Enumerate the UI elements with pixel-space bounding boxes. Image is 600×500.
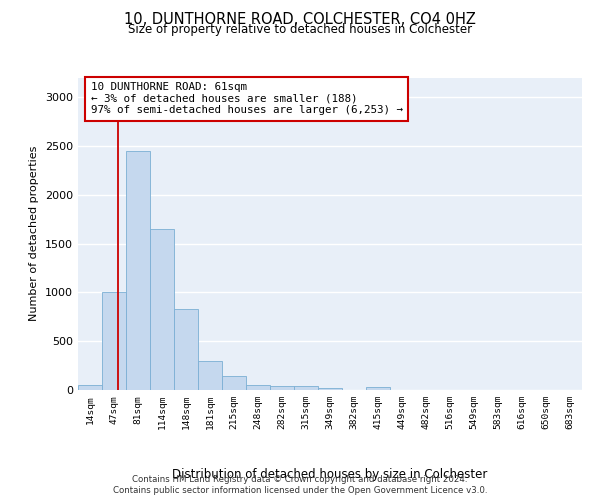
Bar	[198, 361, 222, 390]
Y-axis label: Number of detached properties: Number of detached properties	[29, 146, 40, 322]
Text: 10 DUNTHORNE ROAD: 61sqm
← 3% of detached houses are smaller (188)
97% of semi-d: 10 DUNTHORNE ROAD: 61sqm ← 3% of detache…	[91, 82, 403, 116]
Bar	[126, 150, 150, 390]
Bar	[270, 386, 294, 390]
Bar	[102, 292, 126, 390]
Bar	[294, 386, 318, 390]
Bar	[150, 229, 174, 390]
Text: Contains HM Land Registry data © Crown copyright and database right 2024.: Contains HM Land Registry data © Crown c…	[132, 475, 468, 484]
Bar	[222, 376, 246, 390]
Text: Contains public sector information licensed under the Open Government Licence v3: Contains public sector information licen…	[113, 486, 487, 495]
Bar	[174, 309, 198, 390]
Bar	[246, 384, 270, 390]
Text: Size of property relative to detached houses in Colchester: Size of property relative to detached ho…	[128, 22, 472, 36]
Bar	[366, 386, 390, 390]
Bar	[318, 388, 342, 390]
Text: 10, DUNTHORNE ROAD, COLCHESTER, CO4 0HZ: 10, DUNTHORNE ROAD, COLCHESTER, CO4 0HZ	[124, 12, 476, 28]
X-axis label: Distribution of detached houses by size in Colchester: Distribution of detached houses by size …	[172, 468, 488, 481]
Bar	[78, 384, 102, 390]
